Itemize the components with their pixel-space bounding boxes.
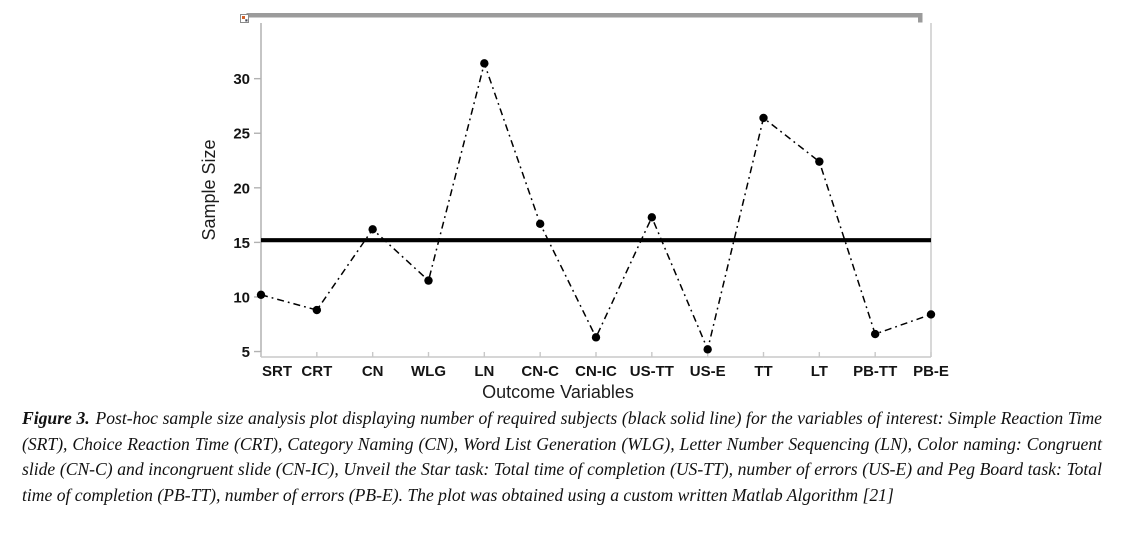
data-point: CN: 16.2 — [368, 225, 377, 234]
data-point: PB-TT: 6.6 — [870, 329, 880, 339]
x-tick-label: PB-TT — [853, 363, 897, 380]
data-point: LT: 22.4 — [815, 157, 824, 166]
y-tick-label: 10 — [233, 289, 250, 306]
y-tick-label: 15 — [233, 235, 250, 252]
x-tick-label: CN-IC — [575, 363, 617, 380]
figure-caption-text: Post-hoc sample size analysis plot displ… — [22, 408, 1102, 505]
x-tick-label: PB-E — [913, 363, 949, 380]
x-tick-label: US-E — [690, 363, 726, 380]
x-tick-label: LN — [474, 363, 494, 380]
data-point: US-E: 5.2 — [703, 345, 712, 354]
image-placeholder-icon — [240, 14, 249, 23]
y-tick-label: 25 — [233, 126, 250, 143]
data-point: PB-E: 8.4 — [926, 310, 936, 319]
data-point: WLG: 11.5 — [424, 276, 433, 285]
y-tick-label: 5 — [242, 344, 250, 361]
data-point: US-TT: 17.3 — [647, 213, 657, 222]
data-point: LN: 31.4 — [480, 59, 489, 68]
data-point: CN-C: 16.7 — [535, 219, 545, 229]
data-point: TT: 26.4 — [759, 113, 768, 123]
x-tick-label: US-TT — [630, 363, 674, 380]
sample-size-plot-svg: 5 10 15 20 25 30 SRT CRT CN WLG LN CN-C CN-IC US-TT US… — [199, 13, 949, 402]
x-tick-label: SRT — [262, 363, 292, 380]
y-axis-title: Sample Size — [199, 139, 219, 240]
x-tick-label: LT — [811, 363, 828, 380]
figure-caption: Figure 3. Post-hoc sample size analysis p… — [22, 406, 1102, 508]
chart-frame-top — [246, 13, 923, 18]
x-tick-label: CRT — [301, 363, 332, 380]
x-tick-label: CN-C — [521, 363, 559, 380]
data-series-line — [260, 60, 932, 352]
data-point: CN-IC: 6.3 — [591, 333, 601, 342]
sample-size-chart: 5 10 15 20 25 30 SRT CRT CN WLG LN CN-C CN-IC US-TT US… — [199, 13, 949, 402]
x-tick-label: WLG — [411, 363, 446, 380]
y-tick-label: 20 — [233, 180, 250, 197]
x-tick-label: TT — [754, 363, 772, 380]
figure-caption-label: Figure 3. — [22, 408, 90, 428]
x-tick-label: CN — [362, 363, 384, 380]
data-point: CRT: 8.8 — [312, 305, 322, 315]
chart-frame-corner — [918, 13, 923, 23]
data-point: SRT: 10.2 — [256, 290, 266, 299]
y-tick-label: 30 — [233, 71, 250, 88]
x-axis-title: Outcome Variables — [482, 382, 634, 402]
